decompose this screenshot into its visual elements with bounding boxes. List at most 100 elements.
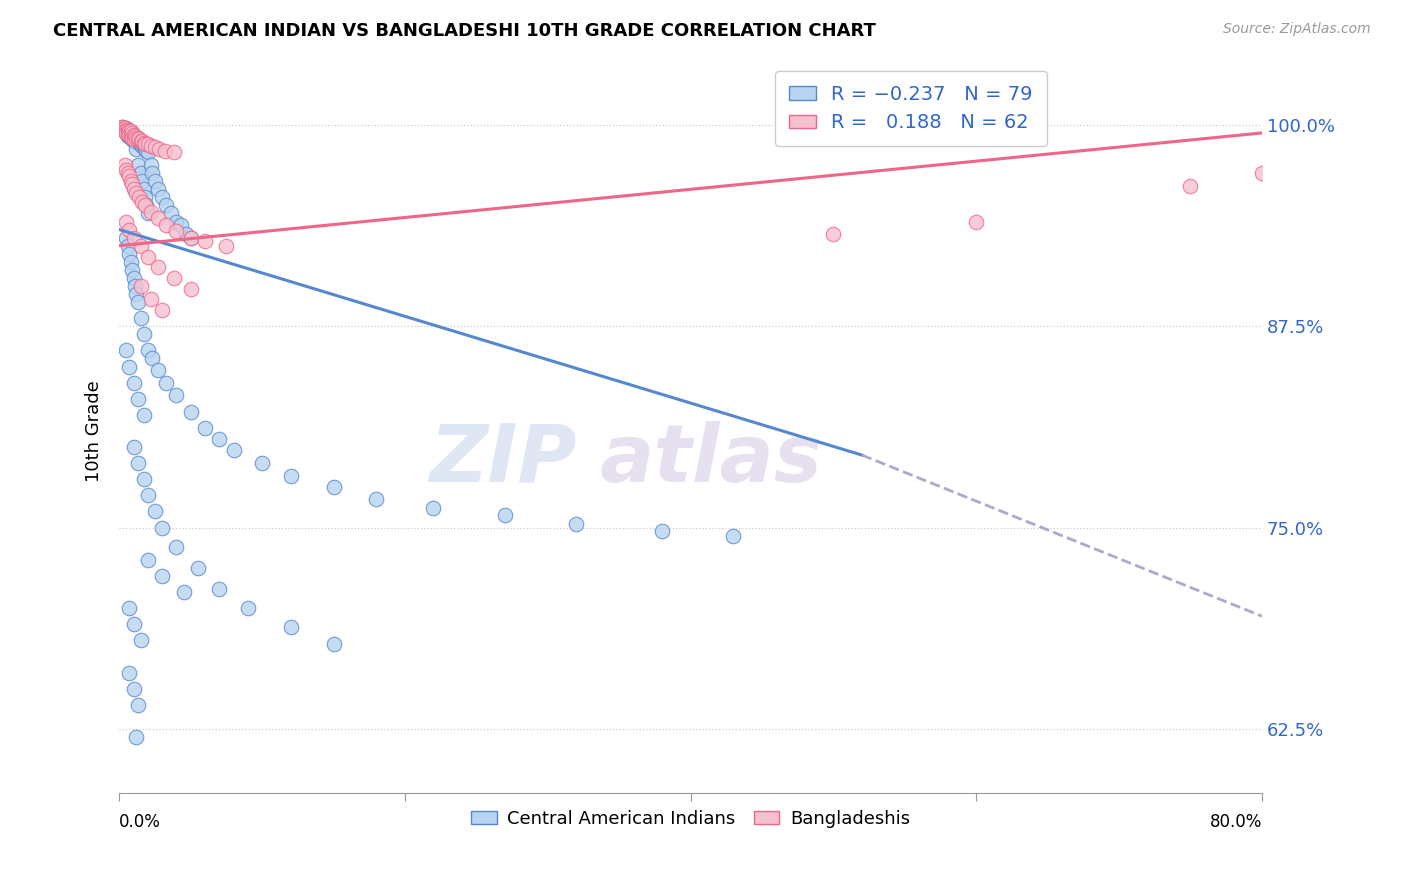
Point [120,124,142,138]
Point [139,138,162,153]
Point [366,491,388,506]
Point [155,198,177,212]
Point [322,636,344,650]
Point [122,230,145,244]
Text: 0.0%: 0.0% [120,813,162,830]
Point [125,730,148,744]
Point [127,130,149,145]
Point [111,120,134,134]
Point [122,128,145,142]
Point [121,263,143,277]
Point [208,432,231,446]
Point [129,137,152,152]
Point [194,420,217,434]
Point [121,128,143,142]
Point [129,279,152,293]
Point [136,343,159,358]
Point [146,260,169,274]
Point [134,142,156,156]
Point [122,617,145,632]
Point [180,230,202,244]
Point [131,174,153,188]
Point [155,376,177,390]
Point [162,145,184,160]
Point [112,121,135,136]
Point [194,234,217,248]
Point [127,158,149,172]
Point [120,255,142,269]
Point [114,121,136,136]
Point [136,553,159,567]
Point [118,601,141,615]
Point [118,128,141,142]
Point [322,480,344,494]
Point [122,134,145,148]
Point [150,190,173,204]
Point [117,126,139,140]
Point [128,190,150,204]
Point [125,130,148,145]
Point [115,126,138,140]
Point [117,238,139,252]
Point [127,392,149,406]
Point [131,195,153,210]
Point [132,472,155,486]
Point [121,126,143,140]
Point [129,238,152,252]
Point [222,443,245,458]
Point [723,528,745,542]
Point [118,665,141,680]
Text: CENTRAL AMERICAN INDIAN VS BANGLADESHI 10TH GRADE CORRELATION CHART: CENTRAL AMERICAN INDIAN VS BANGLADESHI 1… [53,22,876,40]
Point [127,134,149,148]
Point [146,211,169,226]
Point [112,122,135,136]
Point [115,121,138,136]
Point [122,182,145,196]
Point [136,206,159,220]
Point [118,359,141,374]
Point [122,271,145,285]
Point [131,138,153,153]
Point [141,166,163,180]
Point [136,488,159,502]
Text: ZIP: ZIP [429,421,576,499]
Point [122,129,145,144]
Point [176,227,198,242]
Point [136,145,159,160]
Point [122,440,145,454]
Point [180,230,202,244]
Point [120,130,142,145]
Point [128,136,150,150]
Point [125,132,148,146]
Point [139,205,162,219]
Point [143,174,166,188]
Point [1251,166,1274,180]
Text: atlas: atlas [599,421,823,499]
Point [129,134,152,148]
Point [280,620,302,634]
Point [114,122,136,136]
Point [122,376,145,390]
Point [132,140,155,154]
Point [125,142,148,156]
Point [155,218,177,232]
Point [143,504,166,518]
Point [115,122,138,136]
Point [132,182,155,196]
Point [129,311,152,326]
Point [136,250,159,264]
Point [118,169,141,184]
Point [127,456,149,470]
Point [118,222,141,236]
Point [115,214,138,228]
Point [129,166,152,180]
Point [180,282,202,296]
Point [127,698,149,712]
Point [117,129,139,144]
Point [165,388,187,402]
Point [215,238,238,252]
Point [1180,179,1202,194]
Point [120,126,142,140]
Point [134,137,156,152]
Point [124,279,146,293]
